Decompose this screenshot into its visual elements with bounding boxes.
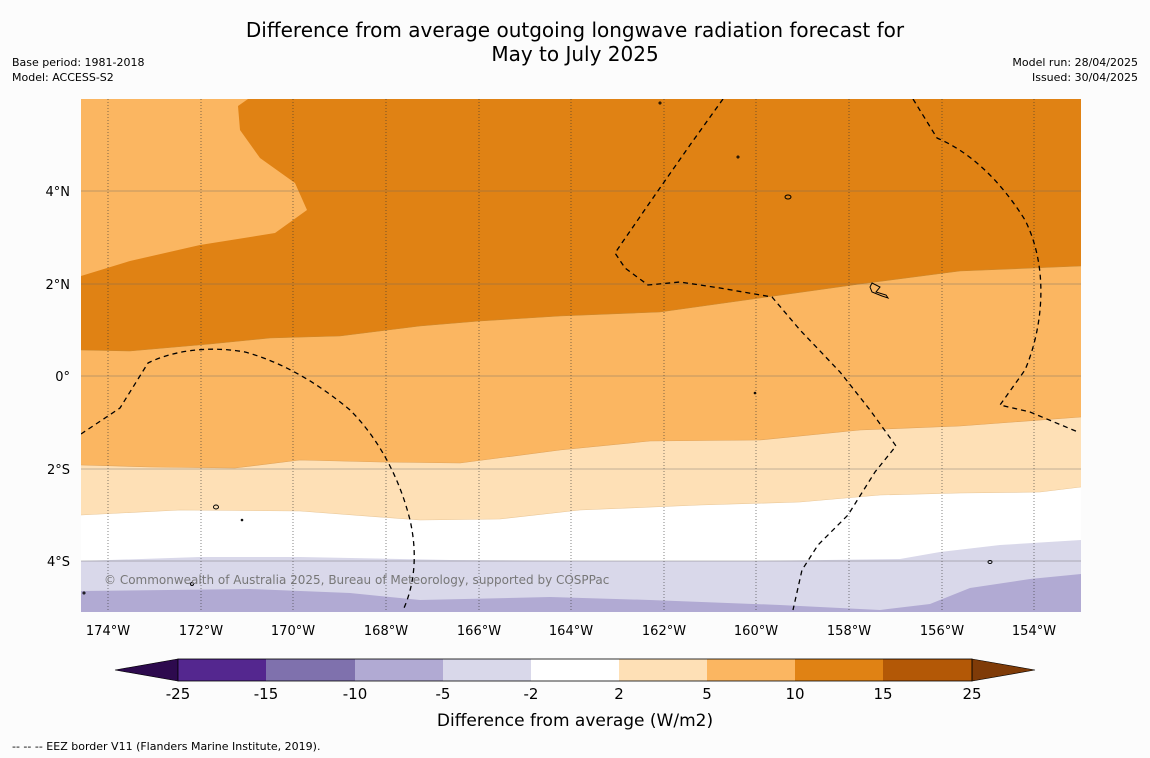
colorbar-tick-label: -5 [436, 685, 451, 703]
eez-borders [81, 99, 1079, 611]
map-title: Difference from average outgoing longwav… [0, 18, 1150, 66]
field-bin-5-10-nw [81, 99, 307, 276]
lat-tick-label: 4°S [47, 555, 70, 570]
lat-tick-label: 2°S [47, 463, 70, 478]
colorbar-tick-label: 10 [785, 685, 804, 703]
model-name: Model: ACCESS-S2 [12, 71, 114, 84]
colorbar-over-triangle [971, 658, 1036, 682]
island-small-5 [987, 560, 993, 564]
lon-tick-label: 170°W [271, 624, 315, 639]
colorbar-tick-label: -25 [166, 685, 191, 703]
lat-tick-labels: 4°N 2°N 0° 2°S 4°S [46, 185, 71, 570]
islands [82, 101, 993, 595]
colorbar-bin [707, 659, 795, 681]
colorbar-bin [266, 659, 355, 681]
colorbar-tick-labels: -25 -15 -10 -5 -2 2 5 10 15 25 [166, 685, 982, 703]
lon-tick-label: 168°W [364, 624, 408, 639]
island-tokelau [213, 504, 219, 510]
lon-tick-label: 154°W [1012, 624, 1056, 639]
colorbar-tick-label: 2 [614, 685, 624, 703]
colorbar-tick-label: 25 [962, 685, 981, 703]
colorbar-bin [619, 659, 707, 681]
lon-tick-label: 172°W [179, 624, 223, 639]
base-period: Base period: 1981-2018 [12, 56, 145, 69]
lon-tick-label: 164°W [549, 624, 593, 639]
island-small-1 [658, 101, 662, 105]
island-jarvis [784, 194, 792, 200]
contour-edge [81, 416, 1081, 469]
issued-date: Issued: 30/04/2025 [1031, 71, 1138, 84]
lon-tick-label: 156°W [920, 624, 964, 639]
eez-border-right [912, 99, 1079, 433]
colorbar-label: Difference from average (W/m2) [437, 711, 713, 731]
island-small-2 [736, 155, 740, 159]
lon-tick-label: 158°W [827, 624, 871, 639]
colorbar-bin [531, 659, 619, 681]
meta-right: Model run: 28/04/2025 Issued: 30/04/2025 [1012, 55, 1138, 85]
copyright-notice: © Commonwealth of Australia 2025, Bureau… [104, 573, 609, 587]
lon-tick-label: 162°W [642, 624, 686, 639]
colorbar-outline [177, 658, 973, 682]
lat-gridlines [81, 190, 1081, 562]
lon-tick-label: 160°W [734, 624, 778, 639]
title-line-2: May to July 2025 [491, 42, 659, 66]
title-line-1: Difference from average outgoing longwav… [245, 18, 905, 42]
colorbar-tick-label: -2 [524, 685, 539, 703]
contour-fields [81, 99, 1081, 612]
lon-tick-label: 174°W [86, 624, 130, 639]
eez-footnote: -- -- -- EEZ border V11 (Flanders Marine… [12, 740, 321, 753]
island-baker-howland [869, 282, 890, 299]
island-swains [190, 582, 194, 586]
gridlines [81, 99, 1081, 612]
island-small-6 [82, 591, 86, 595]
lat-tick-label: 4°N [46, 185, 71, 200]
island-small-3 [753, 391, 757, 395]
colorbar-tick-label: -15 [254, 685, 279, 703]
colorbar-tick-label: 15 [873, 685, 892, 703]
lat-tick-label: 2°N [46, 278, 71, 293]
colorbar-bin [883, 659, 972, 681]
colorbar-under-triangle [114, 658, 179, 682]
colorbar-bin [795, 659, 883, 681]
colorbar-tick-label: 5 [702, 685, 712, 703]
island-small-4 [240, 518, 244, 522]
model-run: Model run: 28/04/2025 [1012, 56, 1138, 69]
eez-border-center [614, 99, 897, 611]
colorbar-tick-label: -10 [343, 685, 368, 703]
colorbar-bin [443, 659, 531, 681]
contour-edge [81, 486, 1081, 521]
lon-tick-labels: 174°W 172°W 170°W 168°W 166°W 164°W 162°… [86, 624, 1056, 639]
colorbar-bin [178, 659, 266, 681]
meta-left: Base period: 1981-2018 Model: ACCESS-S2 [12, 55, 144, 85]
lon-tick-label: 166°W [457, 624, 501, 639]
colorbar-bin [355, 659, 443, 681]
field-bin-minus10-minus5 [81, 574, 1081, 612]
colorbar: -25 -15 -10 -5 -2 2 5 10 15 25 Differenc… [114, 658, 1036, 731]
lat-tick-label: 0° [55, 370, 70, 385]
